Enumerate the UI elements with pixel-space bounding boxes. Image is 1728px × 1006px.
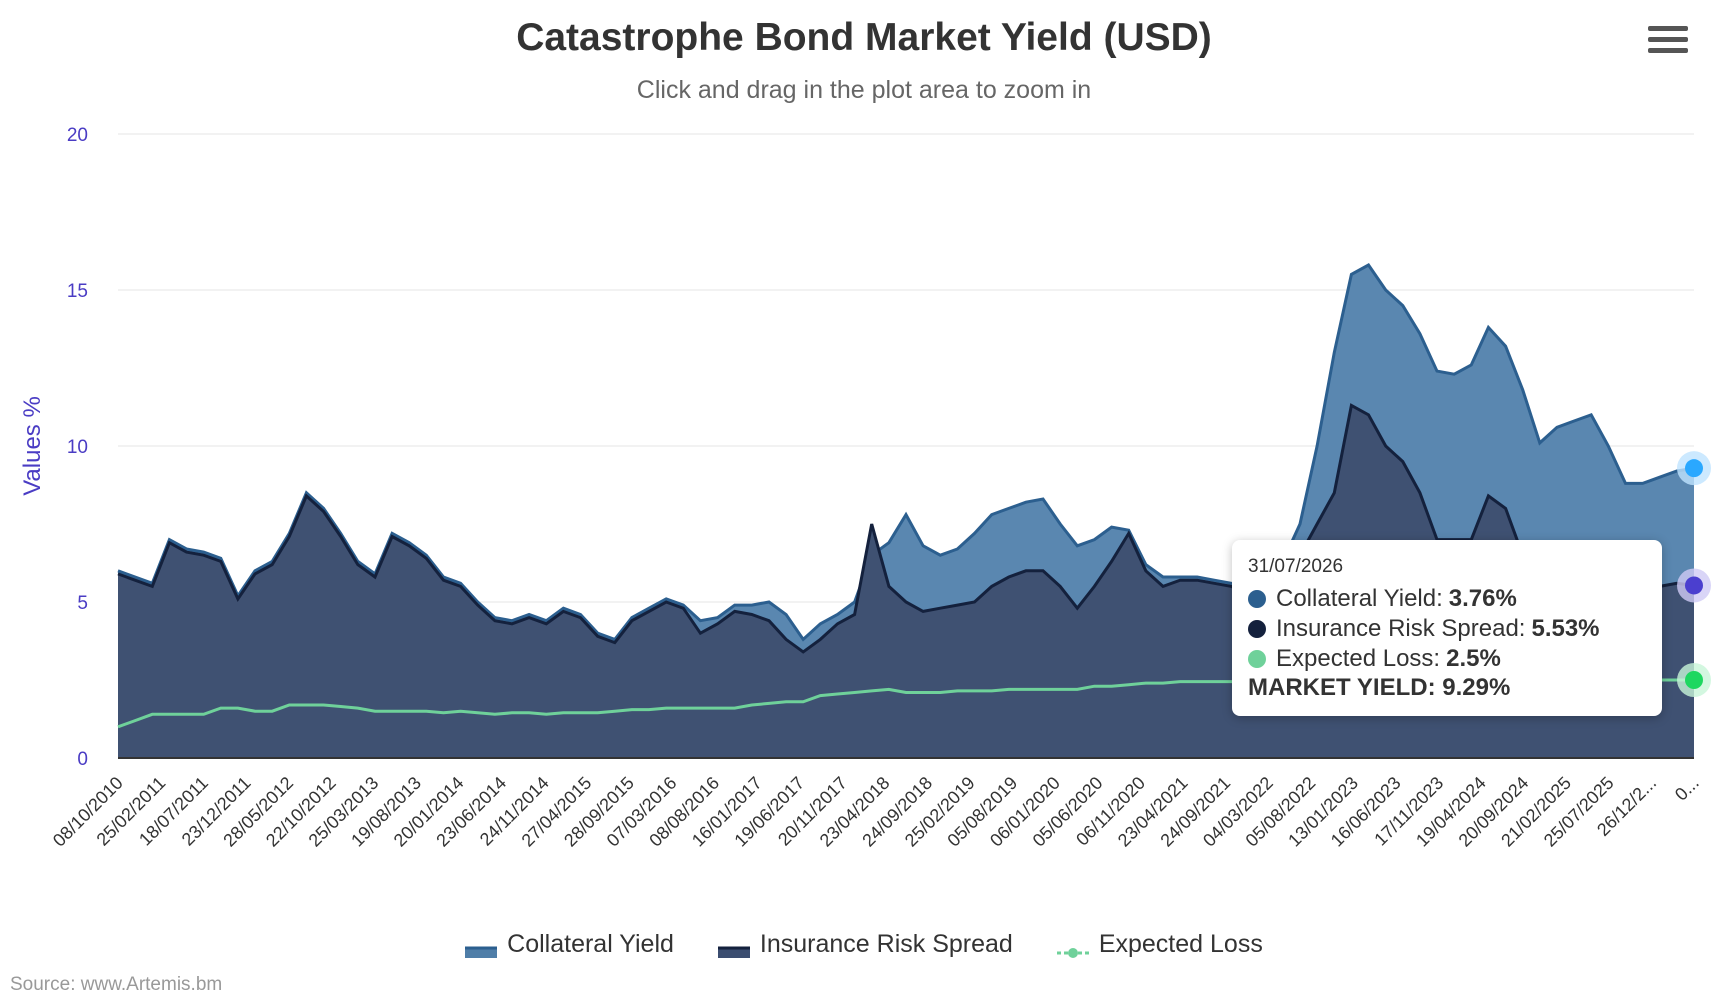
hamburger-menu-icon[interactable] [1648, 26, 1688, 58]
y-tick-label: 20 [67, 125, 88, 146]
y-tick-label: 10 [67, 437, 88, 458]
legend-item-expected-loss[interactable]: Expected Loss [1056, 930, 1263, 959]
tooltip-label: Collateral Yield: [1276, 585, 1443, 612]
tooltip-date: 31/07/2026 [1248, 556, 1344, 577]
tooltip-value: 2.5% [1446, 645, 1501, 672]
chart-subtitle: Click and drag in the plot area to zoom … [636, 76, 1092, 104]
chart-title: Catastrophe Bond Market Yield (USD) [516, 16, 1212, 59]
series-dot-icon [1248, 650, 1266, 668]
legend-item-collateral-yield[interactable]: Collateral Yield [465, 930, 674, 959]
tooltip-value: 3.76% [1448, 585, 1517, 612]
legend-label: Expected Loss [1098, 930, 1263, 958]
y-axis-title: Values % [19, 396, 46, 496]
chart-tooltip: 31/07/2026 Collateral Yield: 3.76% Insur… [1232, 540, 1662, 716]
insurance-risk-spread-line [117, 403, 1695, 654]
y-tick-label: 15 [67, 281, 88, 302]
hover-point-marker [1685, 576, 1703, 595]
tooltip-row-insurance-risk-spread: Insurance Risk Spread: 5.53% [1248, 614, 1646, 644]
tooltip-label: Insurance Risk Spread: [1276, 615, 1526, 642]
chart-legend: Collateral Yield Insurance Risk Spread E… [0, 930, 1728, 959]
area-swatch-icon [717, 938, 750, 958]
series-dot-icon [1248, 620, 1266, 638]
hover-point-marker [1685, 459, 1703, 478]
series-dot-icon [1248, 590, 1266, 608]
tooltip-label: Expected Loss: [1276, 645, 1441, 672]
line-dot-icon [1056, 938, 1089, 958]
tooltip-value: 5.53% [1531, 615, 1600, 642]
y-tick-label: 5 [77, 593, 88, 614]
area-swatch-icon [465, 938, 498, 958]
x-tick-label: 0... [1671, 773, 1703, 805]
legend-label: Collateral Yield [507, 930, 674, 958]
tooltip-row-collateral-yield: Collateral Yield: 3.76% [1248, 584, 1646, 614]
y-tick-label: 0 [77, 749, 88, 770]
legend-label: Insurance Risk Spread [759, 930, 1013, 958]
tooltip-market-yield: MARKET YIELD: 9.29% [1248, 674, 1511, 701]
hover-point-marker [1685, 671, 1703, 689]
tooltip-row-expected-loss: Expected Loss: 2.5% [1248, 644, 1646, 674]
legend-item-insurance-risk-spread[interactable]: Insurance Risk Spread [717, 930, 1013, 959]
source-credit: Source: www.Artemis.bm [10, 974, 223, 995]
